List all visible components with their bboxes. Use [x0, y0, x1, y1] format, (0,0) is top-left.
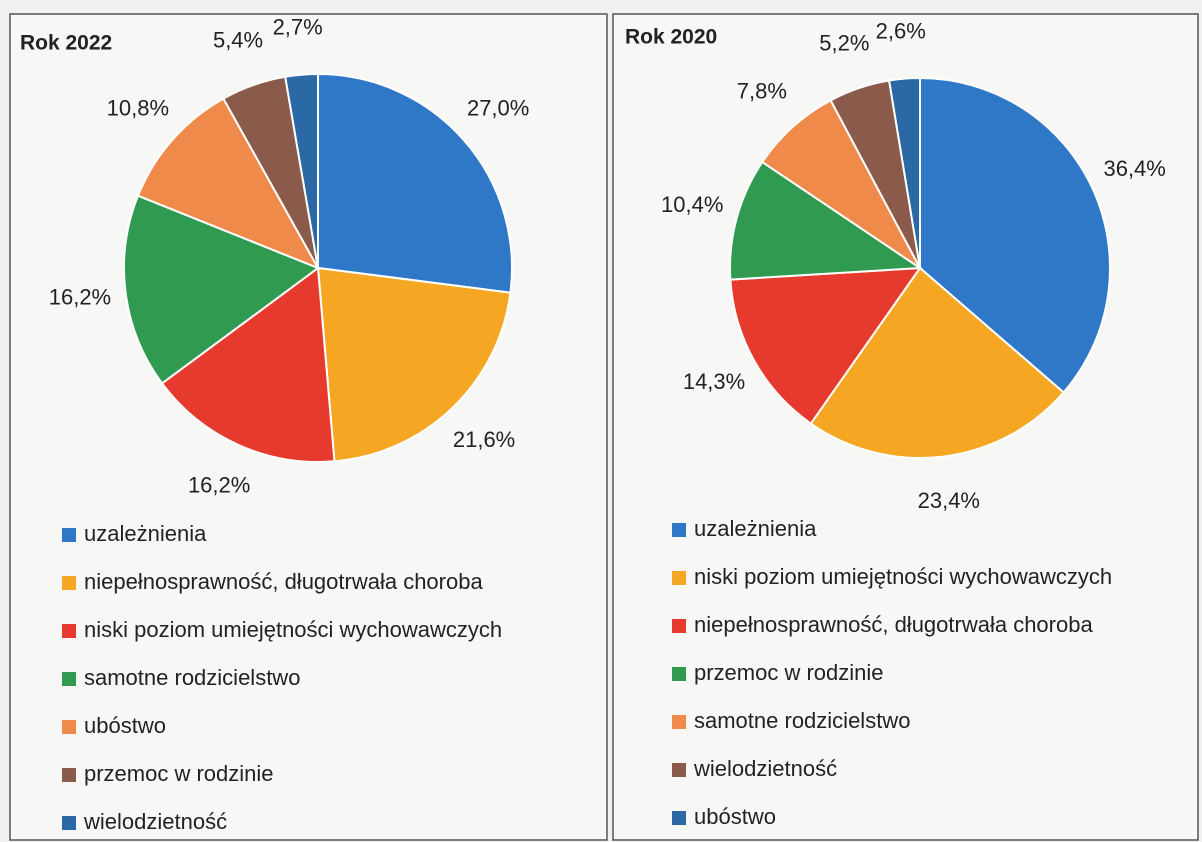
pie-slice — [160, 266, 336, 463]
data-label: 10,4% — [661, 192, 723, 217]
legend-swatch — [62, 816, 76, 830]
legend-swatch — [62, 576, 76, 590]
legend-swatch — [62, 720, 76, 734]
pie-slice — [317, 72, 513, 294]
data-label: 2,7% — [273, 15, 323, 40]
legend-swatch — [672, 811, 686, 825]
legend-swatch — [672, 667, 686, 681]
data-label: 10,8% — [107, 95, 169, 120]
legend-label: niski poziom umiejętności wychowawczych — [84, 617, 502, 642]
legend-swatch — [62, 528, 76, 542]
legend-label: wielodzietność — [693, 756, 837, 781]
data-label: 36,4% — [1103, 156, 1165, 181]
data-label: 27,0% — [467, 95, 529, 120]
data-label: 14,3% — [683, 369, 745, 394]
legend-swatch — [672, 571, 686, 585]
legend-label: samotne rodzicielstwo — [694, 708, 910, 733]
pie-slice — [284, 72, 319, 269]
data-label: 16,2% — [188, 473, 250, 498]
data-label: 23,4% — [918, 488, 980, 513]
legend-swatch — [672, 523, 686, 537]
chart-title: Rok 2022 — [20, 32, 112, 55]
pie-slice — [316, 266, 512, 463]
pie-slice — [123, 194, 321, 385]
legend-label: ubóstwo — [84, 713, 166, 738]
legend-label: ubóstwo — [694, 804, 776, 829]
data-label: 7,8% — [737, 79, 787, 104]
legend-swatch — [672, 763, 686, 777]
legend-swatch — [672, 715, 686, 729]
legend-swatch — [62, 672, 76, 686]
legend-swatch — [62, 768, 76, 782]
chart-title: Rok 2020 — [625, 26, 717, 49]
pie-slice — [729, 266, 923, 425]
legend-label: wielodzietność — [83, 809, 227, 834]
data-label: 2,6% — [876, 19, 926, 44]
pie-slice — [809, 266, 1066, 459]
legend-label: przemoc w rodzinie — [84, 761, 274, 786]
pie-slice — [760, 98, 921, 269]
pie-slice — [729, 160, 924, 281]
legend-label: samotne rodzicielstwo — [84, 665, 300, 690]
legend-swatch — [672, 619, 686, 633]
legend-label: niski poziom umiejętności wychowawczych — [694, 564, 1112, 589]
legend-label: niepełnosprawność, długotrwała choroba — [694, 612, 1093, 637]
data-label: 5,2% — [819, 30, 869, 55]
legend-label: uzależnienia — [694, 516, 817, 541]
data-label: 5,4% — [213, 28, 263, 53]
pie-slice — [919, 76, 1111, 394]
legend-label: przemoc w rodzinie — [694, 660, 884, 685]
pie-slice — [887, 76, 921, 269]
legend-label: uzależnienia — [84, 521, 207, 546]
legend-swatch — [62, 624, 76, 638]
pie-slice — [136, 97, 321, 270]
data-label: 16,2% — [49, 284, 111, 309]
data-label: 21,6% — [453, 427, 515, 452]
legend-label: niepełnosprawność, długotrwała choroba — [84, 569, 483, 594]
